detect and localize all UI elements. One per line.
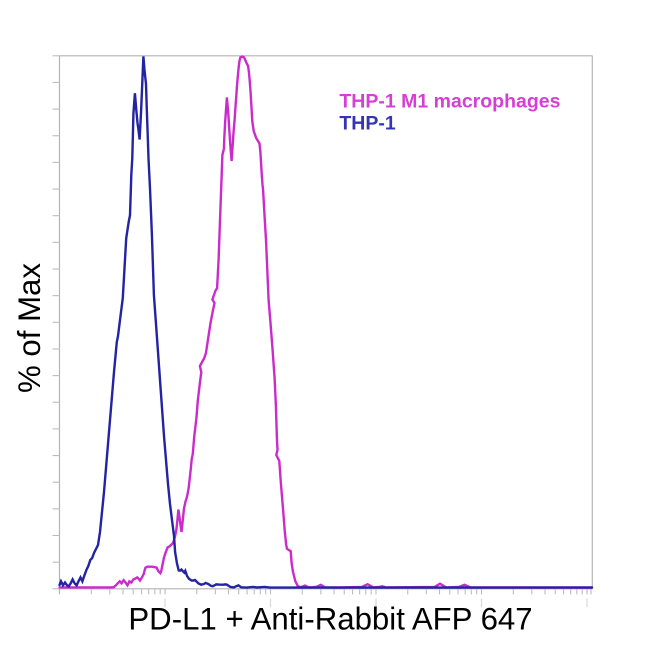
svg-text:THP-1: THP-1 [339,113,395,135]
svg-text:PD-L1 + Anti-Rabbit AFP 647: PD-L1 + Anti-Rabbit AFP 647 [128,602,532,637]
svg-text:% of Max: % of Max [12,263,47,393]
svg-text:THP-1 M1 macrophages: THP-1 M1 macrophages [339,90,560,112]
